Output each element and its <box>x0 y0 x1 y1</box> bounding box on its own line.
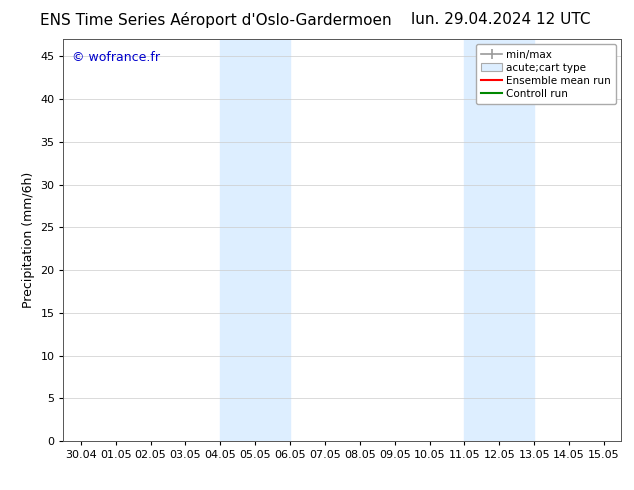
Bar <box>464 39 534 441</box>
Text: lun. 29.04.2024 12 UTC: lun. 29.04.2024 12 UTC <box>411 12 591 27</box>
Text: © wofrance.fr: © wofrance.fr <box>72 51 160 64</box>
Text: ENS Time Series Aéroport d'Oslo-Gardermoen: ENS Time Series Aéroport d'Oslo-Gardermo… <box>40 12 391 28</box>
Bar <box>221 39 290 441</box>
Legend: min/max, acute;cart type, Ensemble mean run, Controll run: min/max, acute;cart type, Ensemble mean … <box>476 45 616 104</box>
Y-axis label: Precipitation (mm/6h): Precipitation (mm/6h) <box>22 172 35 308</box>
